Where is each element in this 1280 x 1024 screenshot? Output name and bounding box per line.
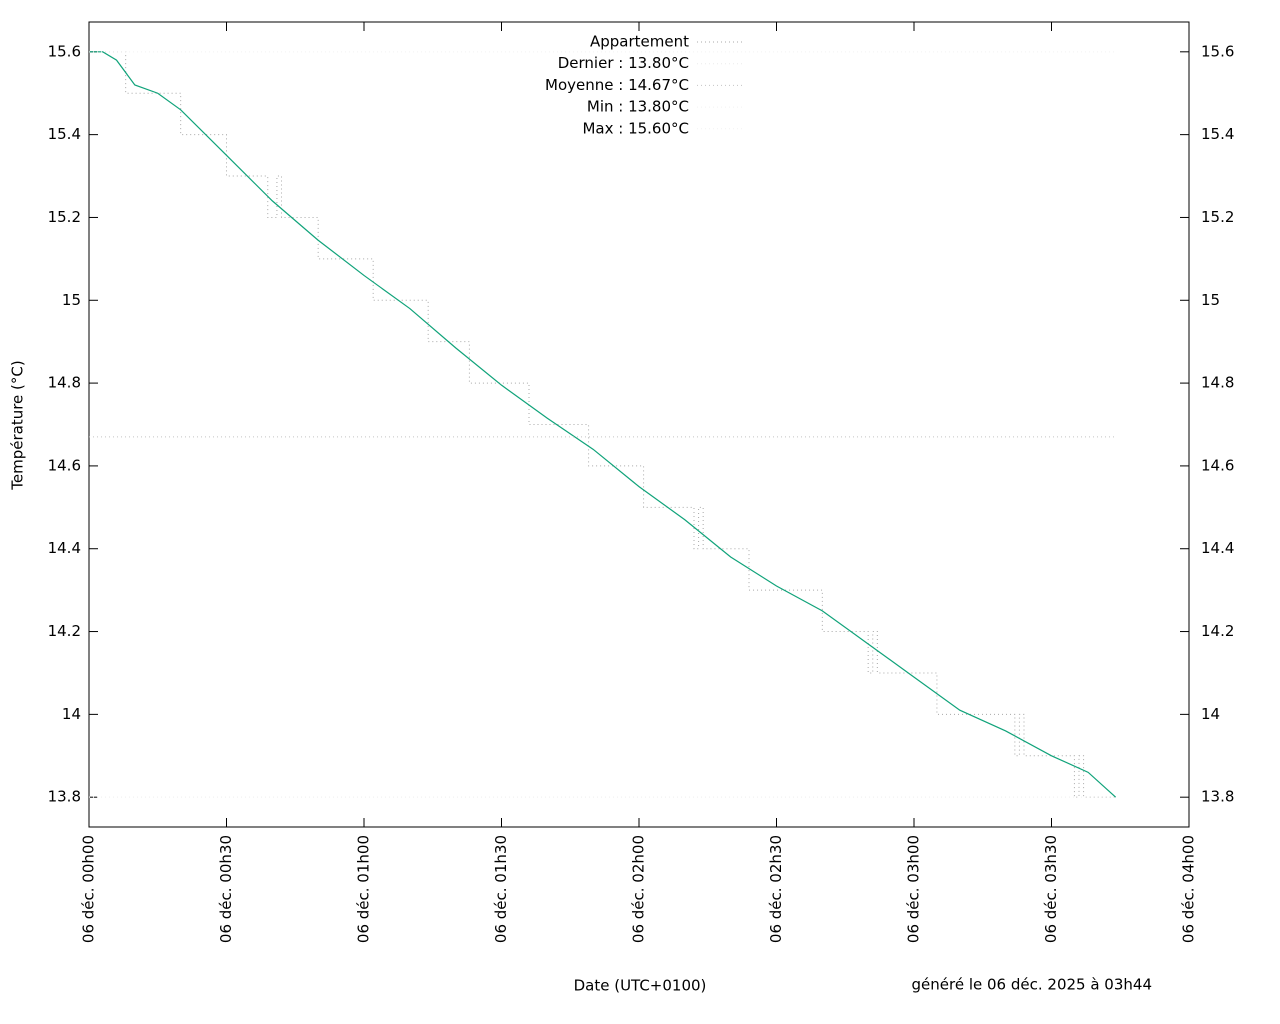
y2-tick-label: 13.8 bbox=[1201, 788, 1234, 806]
y2-tick-label: 14 bbox=[1201, 705, 1220, 723]
legend-label: Max : 15.60°C bbox=[582, 119, 689, 137]
y-tick-label: 15.4 bbox=[48, 125, 81, 143]
y2-tick-label: 14.6 bbox=[1201, 456, 1234, 474]
x-tick-label: 06 déc. 01h30 bbox=[492, 835, 510, 943]
y-tick-label: 15.2 bbox=[48, 208, 81, 226]
y-tick-label: 15 bbox=[62, 291, 81, 309]
y2-tick-label: 14.4 bbox=[1201, 539, 1234, 557]
y2-tick-label: 15.4 bbox=[1201, 125, 1234, 143]
y-tick-label: 14 bbox=[62, 705, 81, 723]
y-tick-label: 14.4 bbox=[48, 539, 81, 557]
y-axis-label: Température (°C) bbox=[9, 360, 27, 490]
x-axis-label: Date (UTC+0100) bbox=[574, 977, 707, 995]
raw-line bbox=[89, 51, 1116, 798]
legend-label: Min : 13.80°C bbox=[587, 98, 689, 116]
legend-label: Moyenne : 14.67°C bbox=[545, 76, 689, 94]
y2-tick-label: 15 bbox=[1201, 291, 1220, 309]
legend-label: Appartement bbox=[590, 33, 689, 51]
plot-frame bbox=[88, 21, 1190, 828]
x-tick-label: 06 déc. 01h00 bbox=[355, 835, 373, 943]
y-tick-label: 14.2 bbox=[48, 622, 81, 640]
y2-tick-label: 14.8 bbox=[1201, 374, 1234, 392]
y-tick-label: 13.8 bbox=[48, 788, 81, 806]
y2-tick-label: 15.2 bbox=[1201, 208, 1234, 226]
legend-label: Dernier : 13.80°C bbox=[558, 54, 689, 72]
y-tick-label: 14.6 bbox=[48, 456, 81, 474]
x-tick-label: 06 déc. 04h00 bbox=[1180, 835, 1198, 943]
y2-tick-label: 14.2 bbox=[1201, 622, 1234, 640]
x-tick-label: 06 déc. 03h00 bbox=[905, 835, 923, 943]
footer: généré le 06 déc. 2025 à 03h44 bbox=[912, 976, 1152, 994]
x-tick-label: 06 déc. 00h30 bbox=[217, 835, 235, 943]
x-tick-label: 06 déc. 02h30 bbox=[767, 835, 785, 943]
smooth-line bbox=[89, 51, 1117, 798]
x-tick-label: 06 déc. 00h00 bbox=[80, 835, 98, 943]
y2-tick-label: 15.6 bbox=[1201, 42, 1234, 60]
x-tick-label: 06 déc. 02h00 bbox=[630, 835, 648, 943]
y-tick-label: 14.8 bbox=[48, 374, 81, 392]
x-tick-label: 06 déc. 03h30 bbox=[1042, 835, 1060, 943]
y-tick-label: 15.6 bbox=[48, 42, 81, 60]
